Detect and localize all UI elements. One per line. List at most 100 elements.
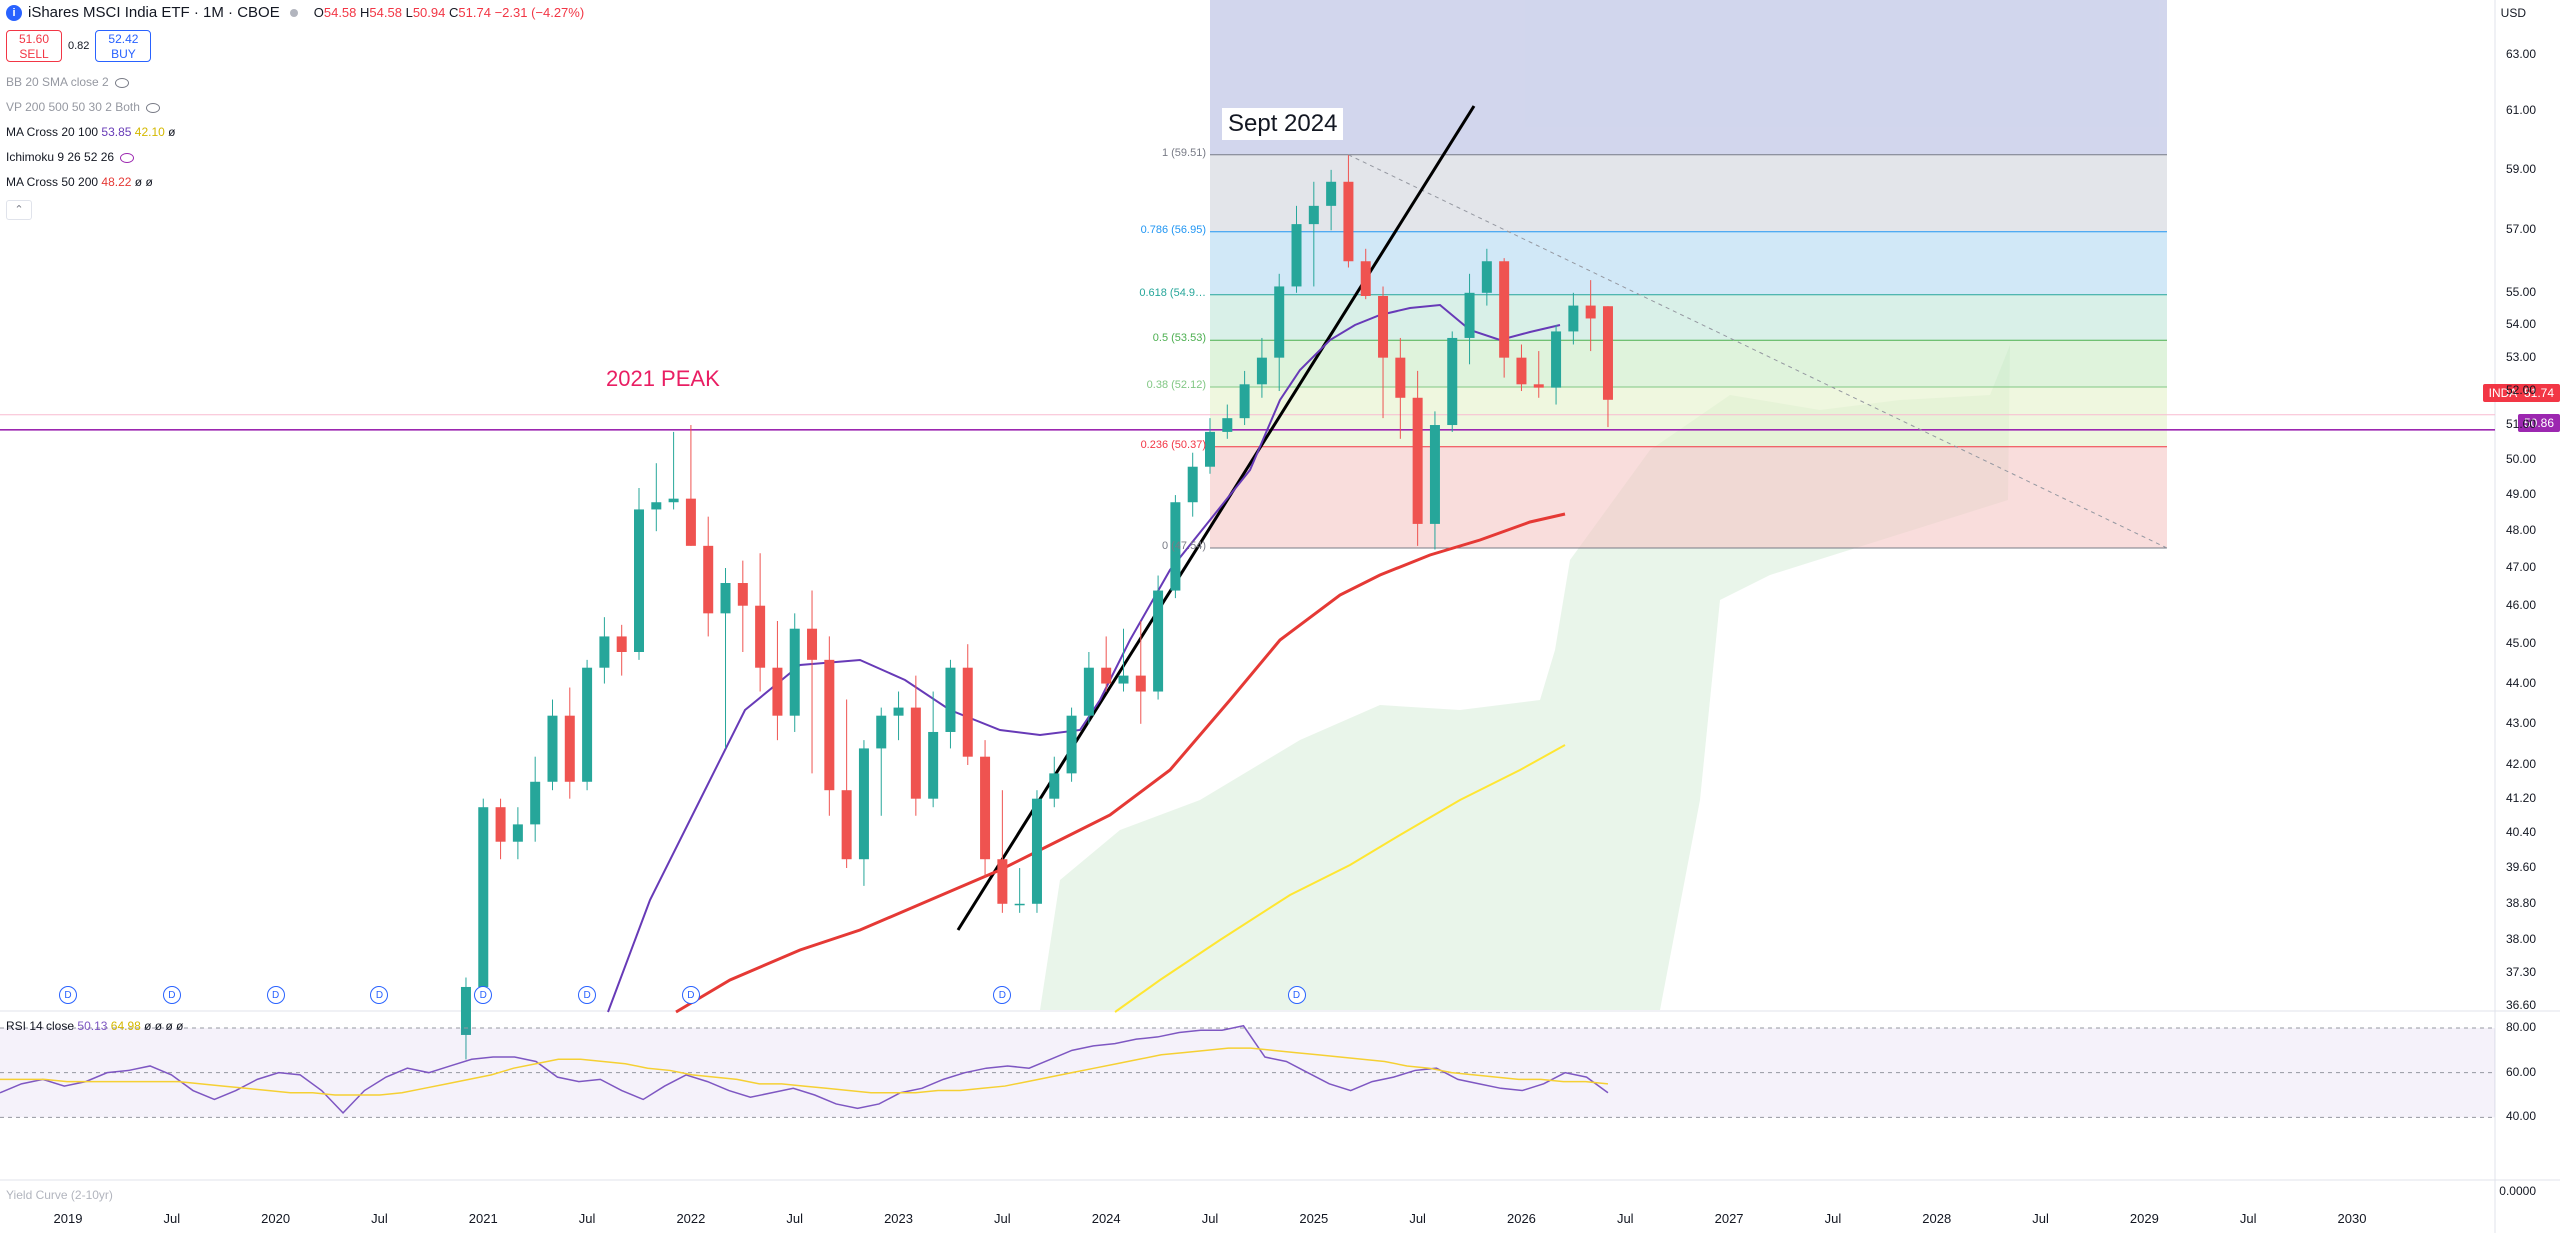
indicator-ma-cross-50-200[interactable]: MA Cross 50 200 48.22 ø ø — [6, 175, 153, 189]
annotation-sept-2024[interactable]: Sept 2024 — [1222, 108, 1344, 140]
dividend-marker[interactable]: D — [370, 986, 389, 1004]
hidden-eye-icon[interactable] — [114, 77, 129, 88]
dividend-marker[interactable]: D — [162, 986, 181, 1004]
candle-2023-04 — [945, 659, 956, 749]
candle-body — [1360, 261, 1371, 296]
candle-2023-05 — [962, 644, 973, 766]
candle-2025-02 — [1326, 169, 1337, 231]
candle-2021-11 — [651, 463, 662, 532]
fib-extension-zone — [1210, 0, 2167, 155]
candle-2021-04 — [530, 756, 541, 842]
ma20-line — [607, 303, 1561, 1013]
price-tick-label: 38.80 — [2505, 895, 2536, 910]
sell-button[interactable]: 51.60 SELL — [6, 30, 62, 62]
hidden-eye-icon[interactable] — [145, 102, 160, 113]
candle-body — [945, 667, 956, 732]
indicator-vp[interactable]: VP 200 500 50 30 2 Both — [6, 100, 160, 114]
time-tick-label: Jul — [2239, 1211, 2257, 1226]
buy-button[interactable]: 52.42 BUY — [95, 30, 152, 62]
candle-body — [512, 824, 523, 842]
candle-body — [1602, 306, 1613, 400]
candle-body — [1326, 181, 1337, 206]
dividend-marker[interactable]: D — [681, 986, 700, 1004]
candle-body — [1499, 261, 1510, 358]
price-tick-label: 40.40 — [2505, 825, 2536, 840]
candle-body — [703, 545, 714, 614]
candle-body — [893, 707, 904, 716]
collapse-legend-icon[interactable]: ⌃ — [6, 200, 32, 220]
rsi-legend[interactable]: RSI 14 close 50.13 64.98 ø ø ø ø — [6, 1019, 184, 1033]
rsi-band — [0, 1028, 2495, 1118]
yield-curve-legend[interactable]: Yield Curve (2-10yr) — [6, 1188, 113, 1202]
ma100-line — [1114, 744, 1566, 1013]
candle-2021-02 — [495, 798, 506, 860]
candle-body — [1153, 590, 1164, 692]
price-tick-label: 47.00 — [2505, 560, 2536, 575]
candle-2025-12 — [1499, 258, 1510, 378]
dividend-marker[interactable]: D — [1287, 986, 1306, 1004]
price-tick-label: 54.00 — [2505, 316, 2536, 331]
candle-2022-02 — [703, 516, 714, 637]
ichimoku-icon[interactable] — [120, 152, 135, 163]
candle-2021-08 — [599, 617, 610, 684]
candle-body — [1135, 675, 1146, 692]
candle-2024-11 — [1274, 273, 1285, 392]
candle-2024-10 — [1256, 337, 1267, 398]
candle-2025-10 — [1464, 273, 1475, 365]
symbol-header[interactable]: i iShares MSCI India ETF · 1M · CBOE O54… — [6, 4, 584, 21]
rsi-tick-label: 40.00 — [2505, 1109, 2536, 1124]
annotation-2021-peak[interactable]: 2021 PEAK — [606, 366, 720, 391]
candle-2021-01 — [478, 798, 489, 987]
candle-body — [1516, 357, 1527, 385]
dividend-marker[interactable]: D — [993, 986, 1012, 1004]
symbol-logo-icon: i — [6, 4, 22, 21]
candle-2022-05 — [755, 553, 766, 692]
indicator-ma-cross-20-100[interactable]: MA Cross 20 100 53.85 42.10 ø — [6, 125, 176, 139]
price-tick-label: 45.00 — [2505, 636, 2536, 651]
black-trendline — [956, 105, 1476, 931]
candle-body — [720, 583, 731, 614]
candle-2024-06 — [1187, 452, 1198, 517]
time-tick-label: 2030 — [2337, 1211, 2367, 1226]
currency-label[interactable]: USD — [2500, 6, 2526, 20]
price-tick-label: 57.00 — [2505, 222, 2536, 237]
candle-2026-04 — [1568, 292, 1579, 345]
candle-2022-07 — [789, 613, 800, 732]
candle-body — [928, 731, 939, 799]
candle-body — [1412, 397, 1423, 524]
dividend-marker[interactable]: D — [59, 986, 77, 1004]
candle-body — [1395, 357, 1406, 398]
candle-body — [772, 667, 783, 716]
candle-body — [1274, 286, 1285, 358]
candle-2026-03 — [1551, 324, 1562, 405]
indicator-bb[interactable]: BB 20 SMA close 2 — [6, 75, 129, 89]
candle-body — [495, 807, 506, 842]
symbol-title[interactable]: iShares MSCI India ETF · 1M · CBOE — [28, 4, 280, 21]
candle-2022-12 — [876, 707, 887, 816]
candle-2024-01 — [1101, 636, 1112, 692]
candle-2023-08 — [1014, 868, 1025, 913]
rsi-tick-label: 60.00 — [2505, 1064, 2536, 1079]
candle-body — [1222, 418, 1233, 432]
price-tick-label: 37.30 — [2505, 964, 2536, 979]
price-tick-label: 44.00 — [2505, 675, 2536, 690]
candle-2024-03 — [1135, 621, 1146, 724]
candle-2024-05 — [1170, 495, 1181, 599]
candle-2025-06 — [1395, 337, 1406, 439]
dividend-marker[interactable]: D — [266, 986, 285, 1004]
price-tick-label: 63.00 — [2505, 47, 2536, 61]
candle-2021-10 — [634, 487, 644, 660]
fib-zone-0.5 — [1210, 340, 2167, 387]
candle-2023-12 — [1083, 651, 1094, 724]
candle-body — [1429, 425, 1440, 524]
candle-body — [1585, 305, 1596, 319]
dividend-marker[interactable]: D — [578, 986, 597, 1004]
yield-tick-label: 0.0000 — [2499, 1184, 2536, 1198]
market-status-icon — [289, 8, 298, 17]
candle-2021-03 — [512, 807, 523, 860]
candle-body — [737, 583, 748, 606]
indicator-ichimoku[interactable]: Ichimoku 9 26 52 26 — [6, 150, 135, 164]
price-tick-label: 41.20 — [2505, 790, 2536, 805]
dividend-marker[interactable]: D — [474, 986, 493, 1004]
